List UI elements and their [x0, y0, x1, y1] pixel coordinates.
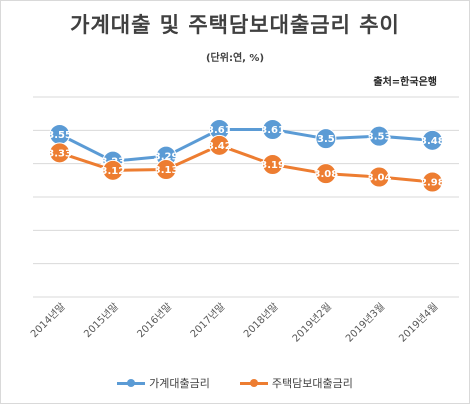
data-label: 3.48	[420, 136, 445, 147]
data-label: 3.5	[317, 134, 335, 145]
data-point	[368, 125, 390, 147]
data-label: 2.98	[420, 178, 445, 189]
data-label: 3.53	[367, 132, 392, 143]
data-label: 3.19	[260, 160, 285, 171]
data-label: 3.04	[367, 173, 392, 184]
legend-item-series-1[interactable]: 가계대출금리	[117, 375, 210, 391]
legend: 가계대출금리 주택담보대출금리	[1, 375, 469, 391]
x-tick-label: 2019년2월	[290, 301, 334, 345]
data-label: 3.29	[154, 152, 179, 163]
x-tick-label: 2019년3월	[343, 301, 387, 345]
data-point	[102, 159, 124, 181]
line-chart: 2014년말 2015년말 2016년말 2017년말 2018년말 2019년2월 201…	[28, 96, 459, 345]
data-point	[262, 119, 284, 140]
data-label: 3.42	[207, 141, 232, 152]
data-label: 3.61	[207, 125, 232, 136]
data-label: 3.12	[101, 166, 126, 177]
data-point	[208, 134, 230, 156]
legend-swatch-series-2	[239, 378, 268, 388]
x-tick-label: 2017년말	[188, 301, 227, 340]
legend-item-series-2[interactable]: 주택담보대출금리	[239, 375, 353, 391]
data-point	[49, 142, 71, 164]
x-tick-label: 2015년말	[81, 301, 120, 340]
x-tick-label: 2014년말	[28, 301, 67, 340]
data-label: 3.55	[47, 130, 72, 141]
legend-label-series-1: 가계대출금리	[149, 377, 210, 390]
data-point	[368, 166, 390, 188]
legend-label-series-2: 주택담보대출금리	[271, 377, 353, 390]
x-tick-label: 2018년말	[241, 301, 280, 340]
data-label: 3.08	[314, 169, 339, 180]
chart-title: 가계대출 및 주택담보대출금리 추이	[70, 13, 400, 37]
series-layer: 3.553.233.293.613.613.53.533.483.333.123…	[47, 119, 445, 193]
data-label: 3.33	[47, 148, 72, 159]
gridlines	[33, 96, 459, 298]
x-tick-label: 2016년말	[135, 301, 174, 340]
legend-swatch-series-1	[117, 378, 146, 388]
data-label: 3.61	[260, 125, 285, 136]
chart-source: 출처=한국은행	[373, 77, 437, 88]
chart-subtitle: (단위:연, %)	[205, 53, 265, 64]
data-point	[155, 159, 177, 180]
x-tick-label: 2019년4월	[397, 301, 441, 345]
data-point	[315, 128, 337, 150]
data-point	[262, 154, 284, 175]
data-label: 3.13	[154, 165, 179, 176]
data-point	[421, 129, 443, 151]
data-point	[315, 163, 337, 185]
x-axis-labels: 2014년말 2015년말 2016년말 2017년말 2018년말 2019년2월 201…	[28, 301, 440, 345]
data-point	[421, 171, 443, 193]
